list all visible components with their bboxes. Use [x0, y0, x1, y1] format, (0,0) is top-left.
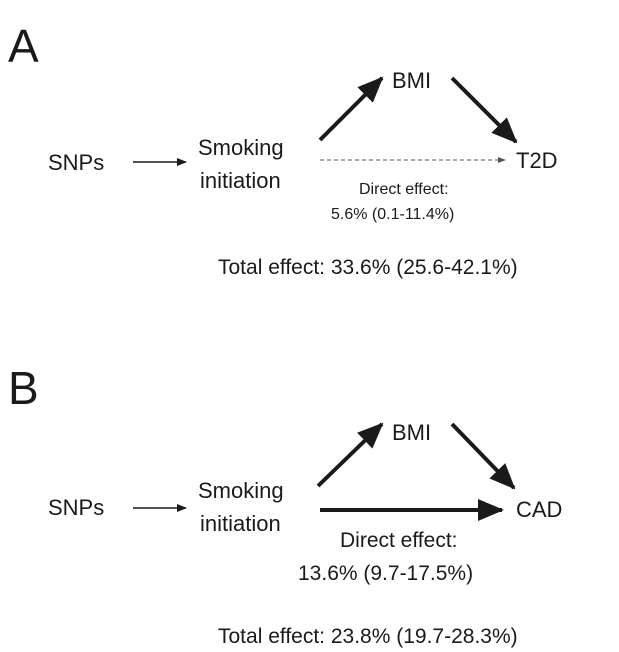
- snps-label-b: SNPs: [48, 495, 104, 520]
- total-effect-b: Total effect: 23.8% (19.7-28.3%): [218, 625, 518, 648]
- smoking-label-line2-b: initiation: [200, 511, 281, 536]
- direct-effect-label-a: Direct effect:: [359, 181, 449, 198]
- bmi-to-outcome-arrow-a: [450, 76, 518, 144]
- total-effect-a: Total effect: 33.6% (25.6-42.1%): [218, 256, 518, 279]
- smoking-to-bmi-arrow-a: [318, 76, 384, 142]
- snps-label-a: SNPs: [48, 150, 104, 175]
- panel-b: B SNPs Smoking initiation BMI CAD Direct…: [8, 362, 562, 648]
- bmi-to-outcome-arrow-b: [450, 422, 516, 490]
- panel-letter-a: A: [8, 20, 39, 72]
- direct-effect-value-a: 5.6% (0.1-11.4%): [331, 206, 454, 223]
- direct-effect-value-b: 13.6% (9.7-17.5%): [298, 562, 473, 585]
- bmi-label-b: BMI: [392, 420, 431, 445]
- smoking-label-line1-a: Smoking: [198, 135, 284, 160]
- smoking-label-line1-b: Smoking: [198, 478, 284, 503]
- smoking-to-bmi-arrow-b: [316, 422, 384, 488]
- smoking-label-line2-a: initiation: [200, 168, 281, 193]
- outcome-label-a: T2D: [516, 148, 558, 173]
- panel-letter-b: B: [8, 362, 39, 414]
- outcome-label-b: CAD: [516, 497, 562, 522]
- direct-effect-label-b: Direct effect:: [340, 529, 458, 552]
- bmi-label-a: BMI: [392, 68, 431, 93]
- panel-a: A SNPs Smoking initiation BMI T2D Direct…: [8, 20, 558, 279]
